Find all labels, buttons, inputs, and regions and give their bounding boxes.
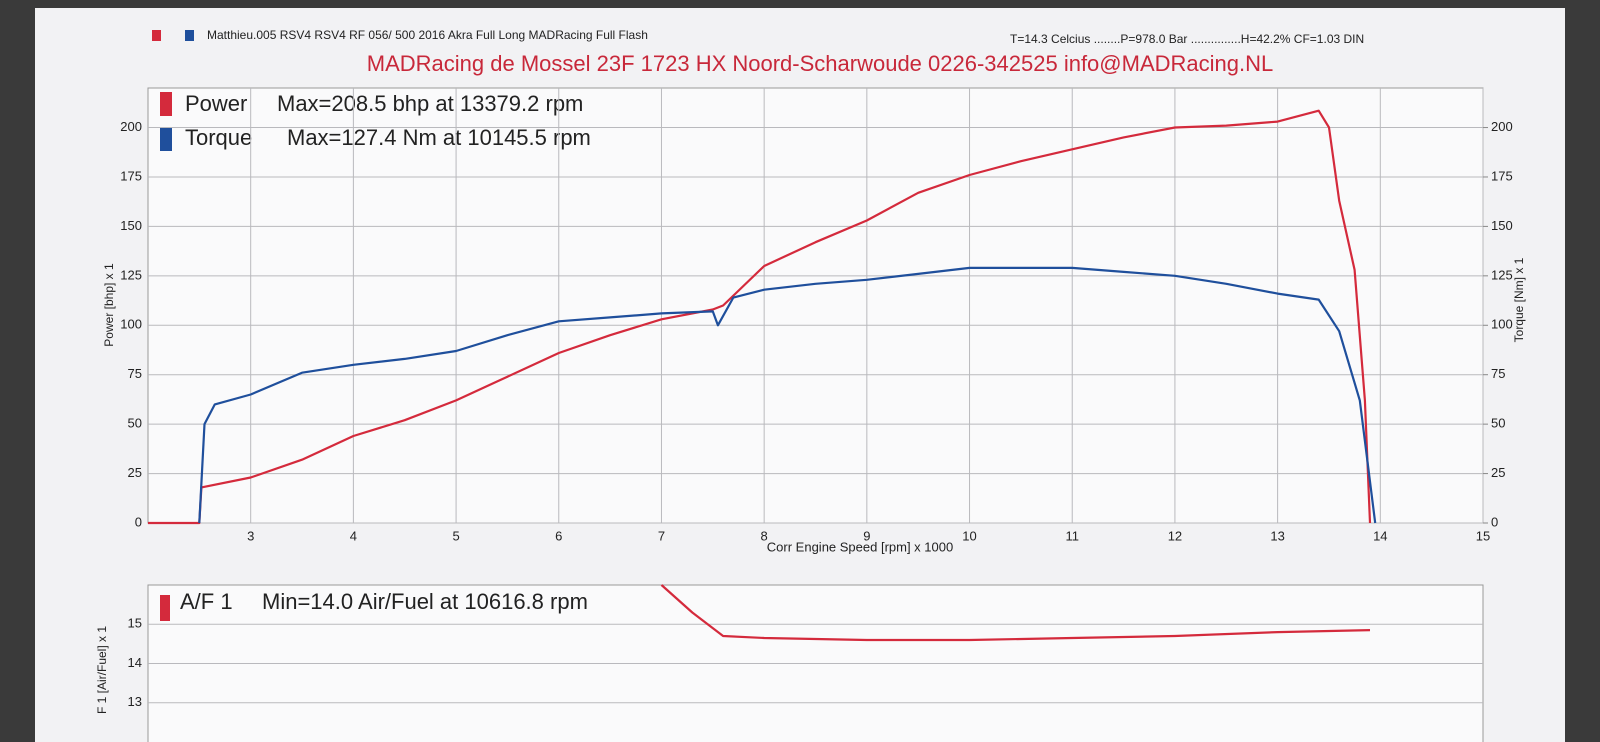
- x-tick-label: 12: [1168, 528, 1182, 543]
- legend-label: Torque: [185, 125, 252, 150]
- y2-tick-label: 150: [1491, 218, 1513, 233]
- y-tick-label: 15: [128, 616, 142, 631]
- legend-note: Max=208.5 bhp at 13379.2 rpm: [277, 91, 583, 116]
- series-line: [148, 109, 1372, 525]
- y-tick-label: 25: [128, 465, 142, 480]
- series-line: [198, 266, 1377, 524]
- x-tick-label: 6: [555, 528, 562, 543]
- y2-tick-label: 200: [1491, 119, 1513, 134]
- y2-tick-label: 175: [1491, 168, 1513, 183]
- x-tick-label: 8: [761, 528, 768, 543]
- chart-title: MADRacing de Mossel 23F 1723 HX Noord-Sc…: [367, 51, 1273, 76]
- y2-axis-label: Torque [Nm] x 1: [1512, 257, 1526, 342]
- y-tick-label: 150: [120, 218, 142, 233]
- legend-label: A/F 1: [180, 589, 233, 614]
- x-axis-label: Corr Engine Speed [rpm] x 1000: [767, 539, 953, 554]
- conditions: T=14.3 Celcius ........P=978.0 Bar .....…: [1010, 32, 1364, 46]
- y2-tick-label: 75: [1491, 366, 1505, 381]
- x-tick-label: 3: [247, 528, 254, 543]
- legend-note: Min=14.0 Air/Fuel at 10616.8 rpm: [262, 589, 588, 614]
- x-tick-label: 5: [452, 528, 459, 543]
- legend-swatch: [160, 92, 172, 116]
- y2-tick-label: 125: [1491, 267, 1513, 282]
- x-tick-label: 9: [863, 528, 870, 543]
- x-tick-label: 4: [350, 528, 357, 543]
- y2-tick-label: 25: [1491, 465, 1505, 480]
- plot-area-1: [147, 87, 1484, 524]
- y-tick-label: 175: [120, 168, 142, 183]
- y-tick-label: 200: [120, 119, 142, 134]
- y-axis-label: F 1 [Air/Fuel] x 1: [95, 626, 109, 714]
- y-tick-label: 50: [128, 416, 142, 431]
- y2-tick-label: 0: [1491, 514, 1498, 529]
- y-tick-label: 0: [135, 514, 142, 529]
- x-tick-label: 11: [1065, 528, 1079, 543]
- y-tick-label: 14: [128, 655, 142, 670]
- x-tick-label: 7: [658, 528, 665, 543]
- y-tick-label: 13: [128, 694, 142, 709]
- x-tick-label: 10: [962, 528, 976, 543]
- legend-swatch: [160, 595, 170, 621]
- x-tick-label: 14: [1373, 528, 1387, 543]
- legend-swatch: [160, 127, 172, 151]
- legend-note: Max=127.4 Nm at 10145.5 rpm: [287, 125, 591, 150]
- series-line: [660, 584, 1371, 642]
- header-swatch: [152, 30, 161, 41]
- y2-tick-label: 100: [1491, 317, 1513, 332]
- header-text: Matthieu.005 RSV4 RSV4 RF 056/ 500 2016 …: [207, 28, 648, 42]
- y2-tick-label: 50: [1491, 416, 1505, 431]
- y-tick-label: 100: [120, 317, 142, 332]
- x-tick-label: 13: [1270, 528, 1284, 543]
- legend-label: Power: [185, 91, 247, 116]
- y-tick-label: 125: [120, 267, 142, 282]
- x-tick-label: 15: [1476, 528, 1490, 543]
- y-axis-label: Power [bhp] x 1: [102, 263, 116, 347]
- header-swatch: [185, 30, 194, 41]
- y-tick-label: 75: [128, 366, 142, 381]
